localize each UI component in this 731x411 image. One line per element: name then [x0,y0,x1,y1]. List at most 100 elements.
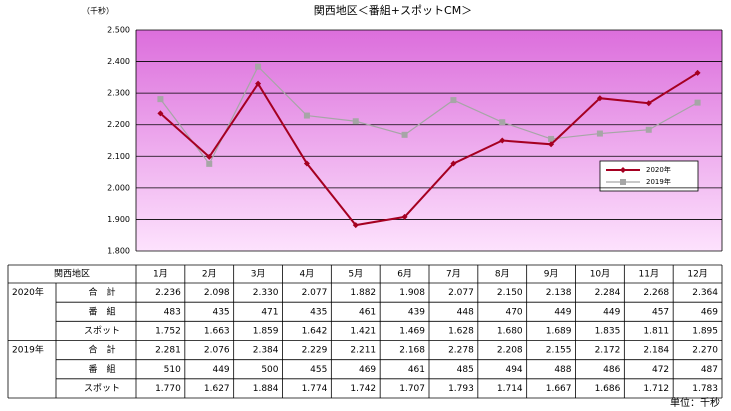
table-cell: 470 [505,307,522,317]
table-cell: 2.150 [497,288,523,298]
table-corner: 関西地区 [54,268,90,280]
table-cell: 488 [554,365,571,375]
point [157,110,164,117]
row-label: スポット [84,383,120,394]
table-cell: 2.155 [546,346,572,356]
table-cell: 448 [457,307,474,317]
column-header: 1月 [153,269,168,280]
point [596,130,603,137]
table-cell: 1.774 [302,384,328,394]
table-cell: 457 [652,307,669,317]
table-cell: 1.835 [595,326,621,336]
table-cell: 2.236 [155,288,181,298]
y-tick-label: 1.800 [107,247,130,256]
table-cell: 487 [701,365,718,375]
legend-box [599,160,699,192]
point [352,222,359,229]
point [596,95,603,102]
series-line [159,72,699,227]
table-cell: 1.884 [253,384,279,394]
table-cell: 2.076 [204,346,230,356]
table-cell: 2.172 [595,346,621,356]
table-cell: 2.211 [350,346,376,356]
table-cell: 1.714 [497,384,523,394]
point [645,126,652,133]
table-cell: 1.667 [546,384,572,394]
point [499,119,506,126]
table-cell: 1.707 [399,384,425,394]
table-cell: 1.783 [692,384,718,394]
table-cell: 2.281 [155,346,181,356]
column-header: 11月 [639,269,659,280]
column-header: 4月 [300,269,315,280]
series-line [159,65,698,165]
table-cell: 2.077 [302,288,328,298]
column-header: 12月 [687,269,707,280]
table-cell: 455 [310,365,327,375]
legend-label: 2019年 [646,177,671,186]
point [303,160,310,167]
table-cell: 1.859 [253,326,279,336]
row-label: 番 組 [88,305,115,317]
table-cell: 472 [652,365,669,375]
point [450,160,457,167]
table-cell: 1.908 [399,288,425,298]
table-cell: 449 [212,365,229,375]
legend: 2020年 2019年 [599,160,699,192]
column-header: 2月 [202,269,217,280]
table-cell: 494 [505,365,522,375]
chart-title: 関西地区＜番組+スポットCM＞ [314,4,472,17]
y-tick-label: 1.900 [107,215,130,224]
point [206,153,213,160]
table-cell: 2.284 [595,288,621,298]
table-cell: 2.384 [253,346,279,356]
table-cell: 1.895 [692,326,718,336]
year-label: 2019年 [12,344,44,356]
table-cell: 1.469 [399,326,425,336]
table-cell: 435 [310,307,327,317]
table-cell: 1.628 [448,326,474,336]
table-cell: 471 [261,307,278,317]
point [548,135,555,142]
row-label: 番 組 [88,363,115,375]
table-cell: 449 [554,307,571,317]
table-cell: 2.330 [253,288,279,298]
table-cell: 1.663 [204,326,230,336]
table-cell: 2.098 [204,288,230,298]
column-header: 3月 [251,269,266,280]
table-cell: 461 [408,365,425,375]
table-cell: 439 [408,307,425,317]
table-cell: 2.077 [448,288,474,298]
point [620,179,626,185]
table-cell: 1.770 [155,384,181,394]
table-cell: 2.278 [448,346,474,356]
row-label: スポット [84,325,120,336]
table-cell: 461 [359,307,376,317]
column-header: 5月 [348,269,363,280]
table-cell: 2.229 [302,346,328,356]
table-cell: 1.421 [350,326,376,336]
row-label: 合 計 [88,344,115,356]
point [694,69,701,76]
point [206,160,213,167]
table-cell: 1.686 [595,384,621,394]
table-cell: 485 [457,365,474,375]
column-header: 7月 [446,269,461,280]
point [645,100,652,107]
table-cell: 1.742 [350,384,376,394]
table-cell: 1.752 [155,326,181,336]
table-cell: 469 [359,365,376,375]
table-cell: 1.712 [643,384,669,394]
column-header: 6月 [397,269,412,280]
table-cell: 2.208 [497,346,523,356]
table-cell: 1.689 [546,326,572,336]
point [303,112,310,119]
table-cell: 469 [701,307,718,317]
table-cell: 1.793 [448,384,474,394]
table-cell: 1.882 [350,288,376,298]
y-tick-label: 2.200 [107,120,130,129]
point [620,167,626,173]
point [157,96,164,103]
point [352,118,359,125]
table-cell: 435 [212,307,229,317]
